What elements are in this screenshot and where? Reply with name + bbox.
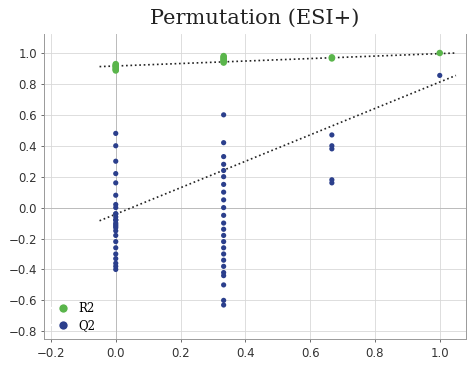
Point — [328, 54, 336, 60]
Point — [112, 245, 119, 251]
Point — [220, 282, 228, 288]
Point — [112, 223, 119, 229]
Point — [220, 55, 228, 61]
Point — [112, 228, 119, 234]
Point — [112, 220, 119, 226]
Point — [220, 60, 228, 66]
Point — [436, 50, 444, 56]
Title: Permutation (ESI+): Permutation (ESI+) — [150, 8, 360, 27]
Legend: R2, Q2: R2, Q2 — [47, 298, 100, 337]
Point — [328, 180, 336, 186]
Point — [220, 226, 228, 232]
Point — [220, 273, 228, 279]
Point — [112, 251, 119, 257]
Point — [220, 53, 228, 59]
Point — [112, 64, 119, 70]
Point — [220, 297, 228, 303]
Point — [328, 177, 336, 183]
Point — [220, 59, 228, 64]
Point — [112, 158, 119, 164]
Point — [220, 270, 228, 276]
Point — [220, 154, 228, 160]
Point — [112, 171, 119, 177]
Point — [112, 67, 119, 72]
Point — [220, 174, 228, 180]
Point — [220, 302, 228, 308]
Point — [112, 233, 119, 238]
Point — [220, 251, 228, 257]
Point — [220, 233, 228, 238]
Point — [220, 167, 228, 173]
Point — [112, 214, 119, 220]
Point — [328, 143, 336, 149]
Point — [112, 260, 119, 266]
Point — [220, 205, 228, 210]
Point — [220, 212, 228, 218]
Point — [220, 220, 228, 226]
Point — [112, 239, 119, 245]
Point — [220, 54, 228, 60]
Point — [112, 211, 119, 217]
Point — [220, 57, 228, 63]
Point — [220, 245, 228, 251]
Point — [220, 162, 228, 167]
Point — [112, 63, 119, 69]
Point — [112, 263, 119, 269]
Point — [112, 61, 119, 67]
Point — [112, 202, 119, 208]
Point — [220, 181, 228, 187]
Point — [112, 222, 119, 227]
Point — [328, 146, 336, 152]
Point — [328, 132, 336, 138]
Point — [112, 225, 119, 231]
Point — [112, 211, 119, 217]
Point — [112, 192, 119, 198]
Point — [220, 239, 228, 245]
Point — [220, 140, 228, 146]
Point — [112, 67, 119, 73]
Point — [112, 217, 119, 223]
Point — [436, 72, 444, 78]
Point — [328, 56, 336, 61]
Point — [220, 197, 228, 203]
Point — [220, 263, 228, 269]
Point — [112, 266, 119, 272]
Point — [220, 189, 228, 195]
Point — [112, 66, 119, 71]
Point — [112, 180, 119, 186]
Point — [112, 217, 119, 223]
Point — [112, 205, 119, 210]
Point — [112, 62, 119, 68]
Point — [220, 112, 228, 118]
Point — [112, 143, 119, 149]
Point — [112, 130, 119, 136]
Point — [220, 56, 228, 62]
Point — [220, 257, 228, 263]
Point — [112, 256, 119, 262]
